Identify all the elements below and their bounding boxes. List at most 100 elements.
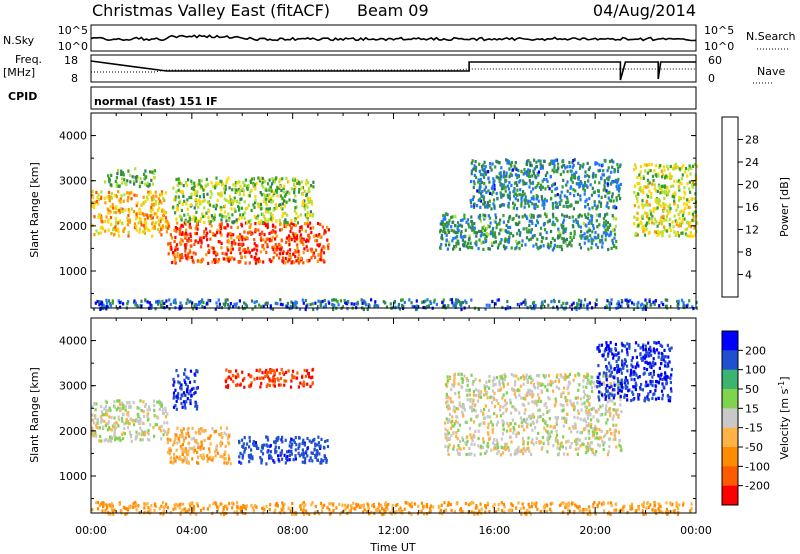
heatmap-cell <box>174 257 177 261</box>
heatmap-cell <box>560 409 563 413</box>
heatmap-cell <box>532 384 536 388</box>
heatmap-cell <box>193 445 196 449</box>
heatmap-cell <box>201 298 204 302</box>
heatmap-cell <box>500 374 504 378</box>
heatmap-cell <box>572 402 575 406</box>
heatmap-cell <box>470 204 473 208</box>
heatmap-cell <box>576 220 579 224</box>
heatmap-cell <box>636 182 639 186</box>
heatmap-cell <box>653 183 656 187</box>
heatmap-cell <box>593 203 596 207</box>
heatmap-cell <box>642 229 645 233</box>
heatmap-cell <box>279 376 283 381</box>
heatmap-cell <box>113 400 116 404</box>
heatmap-cell <box>545 213 548 217</box>
heatmap-cell <box>206 231 209 235</box>
heatmap-cell <box>290 261 293 265</box>
heatmap-cell <box>93 421 96 425</box>
heatmap-cell <box>500 187 503 191</box>
heatmap-cell <box>650 163 653 167</box>
heatmap-cell <box>245 442 249 446</box>
heatmap-cell <box>507 195 510 199</box>
heatmap-cell <box>475 388 478 392</box>
heatmap-cell <box>192 386 195 390</box>
heatmap-cell <box>549 162 552 166</box>
heatmap-cell <box>477 247 480 251</box>
heatmap-cell <box>685 233 688 237</box>
y-tick-label: 3000 <box>59 175 87 188</box>
heatmap-cell <box>551 222 554 226</box>
heatmap-cell <box>445 227 448 231</box>
heatmap-cell <box>291 442 294 446</box>
heatmap-cell <box>286 450 289 454</box>
heatmap-cell <box>271 376 275 380</box>
heatmap-cell <box>527 204 531 208</box>
heatmap-cell <box>573 158 576 162</box>
heatmap-cell <box>123 193 126 197</box>
heatmap-cell <box>458 403 461 407</box>
heatmap-cell <box>176 394 179 398</box>
heatmap-cell <box>664 298 667 302</box>
heatmap-cell <box>426 298 429 302</box>
heatmap-cell <box>400 298 403 302</box>
heatmap-cell <box>509 172 512 176</box>
heatmap-cell <box>93 402 96 406</box>
heatmap-cell <box>250 299 254 303</box>
heatmap-cell <box>270 200 273 204</box>
heatmap-cell <box>122 229 125 234</box>
heatmap-cell <box>573 172 576 176</box>
heatmap-cell <box>176 207 180 211</box>
heatmap-cell <box>287 180 290 184</box>
heatmap-cell <box>253 247 256 251</box>
heatmap-cell <box>578 438 581 442</box>
heatmap-cell <box>510 440 513 444</box>
heatmap-cell <box>186 207 189 211</box>
heatmap-cell <box>242 442 245 446</box>
heatmap-cell <box>668 203 671 207</box>
heatmap-cell <box>302 455 305 459</box>
heatmap-cell <box>111 301 114 305</box>
heatmap-cell <box>230 377 233 381</box>
heatmap-cell <box>545 199 548 203</box>
heatmap-cell <box>180 253 183 257</box>
heatmap-cell <box>132 423 136 427</box>
heatmap-cell <box>591 173 595 178</box>
heatmap-cell <box>259 203 263 207</box>
heatmap-cell <box>451 424 454 428</box>
heatmap-cell <box>689 205 692 210</box>
heatmap-cell <box>146 216 149 220</box>
heatmap-cell <box>641 199 644 203</box>
heatmap-cell <box>261 212 264 217</box>
heatmap-cell <box>198 195 202 199</box>
heatmap-cell <box>343 298 346 303</box>
heatmap-cell <box>683 186 686 190</box>
heatmap-cell <box>198 431 201 435</box>
heatmap-cell <box>645 301 649 306</box>
heatmap-cell <box>469 198 472 203</box>
heatmap-cell <box>256 216 259 220</box>
heatmap-cell <box>665 214 668 218</box>
heatmap-cell <box>217 192 220 196</box>
heatmap-cell <box>644 307 647 311</box>
heatmap-cell <box>184 447 187 451</box>
heatmap-cell <box>448 240 451 244</box>
heatmap-cell <box>301 240 304 244</box>
heatmap-cell <box>179 386 182 390</box>
heatmap-cell <box>201 199 205 204</box>
heatmap-cell <box>553 300 556 304</box>
heatmap-cell <box>591 434 594 438</box>
heatmap-cell <box>151 220 155 224</box>
heatmap-cell <box>508 215 511 219</box>
heatmap-cell <box>127 196 130 200</box>
heatmap-cell <box>309 226 312 230</box>
heatmap-cell <box>199 219 202 223</box>
heatmap-cell <box>150 216 153 220</box>
heatmap-cell <box>525 420 528 424</box>
heatmap-cell <box>457 428 460 432</box>
heatmap-cell <box>188 441 191 445</box>
heatmap-cell <box>654 200 657 204</box>
heatmap-cell <box>474 160 477 164</box>
heatmap-cell <box>643 185 646 189</box>
heatmap-cell <box>242 445 245 449</box>
heatmap-cell <box>426 305 429 309</box>
